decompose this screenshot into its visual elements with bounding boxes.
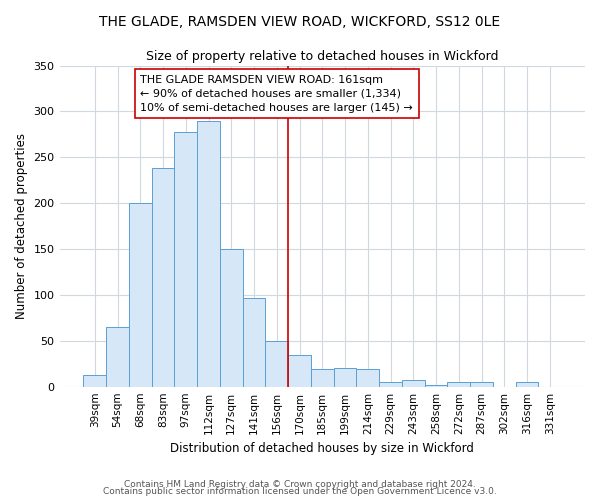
Title: Size of property relative to detached houses in Wickford: Size of property relative to detached ho… xyxy=(146,50,499,63)
Bar xyxy=(402,380,425,386)
Bar xyxy=(129,203,152,386)
Bar xyxy=(334,368,356,386)
Bar xyxy=(356,369,379,386)
Bar xyxy=(197,120,220,386)
Bar xyxy=(83,375,106,386)
Bar xyxy=(515,382,538,386)
Bar xyxy=(470,382,493,386)
X-axis label: Distribution of detached houses by size in Wickford: Distribution of detached houses by size … xyxy=(170,442,474,455)
Bar xyxy=(288,354,311,386)
Bar xyxy=(220,249,242,386)
Bar xyxy=(152,168,175,386)
Text: Contains public sector information licensed under the Open Government Licence v3: Contains public sector information licen… xyxy=(103,488,497,496)
Bar xyxy=(175,132,197,386)
Bar xyxy=(311,369,334,386)
Bar xyxy=(425,385,448,386)
Text: THE GLADE RAMSDEN VIEW ROAD: 161sqm
← 90% of detached houses are smaller (1,334): THE GLADE RAMSDEN VIEW ROAD: 161sqm ← 90… xyxy=(140,74,413,112)
Text: Contains HM Land Registry data © Crown copyright and database right 2024.: Contains HM Land Registry data © Crown c… xyxy=(124,480,476,489)
Bar xyxy=(448,382,470,386)
Text: THE GLADE, RAMSDEN VIEW ROAD, WICKFORD, SS12 0LE: THE GLADE, RAMSDEN VIEW ROAD, WICKFORD, … xyxy=(100,15,500,29)
Bar xyxy=(379,382,402,386)
Y-axis label: Number of detached properties: Number of detached properties xyxy=(15,133,28,319)
Bar xyxy=(106,327,129,386)
Bar xyxy=(242,298,265,386)
Bar xyxy=(265,341,288,386)
